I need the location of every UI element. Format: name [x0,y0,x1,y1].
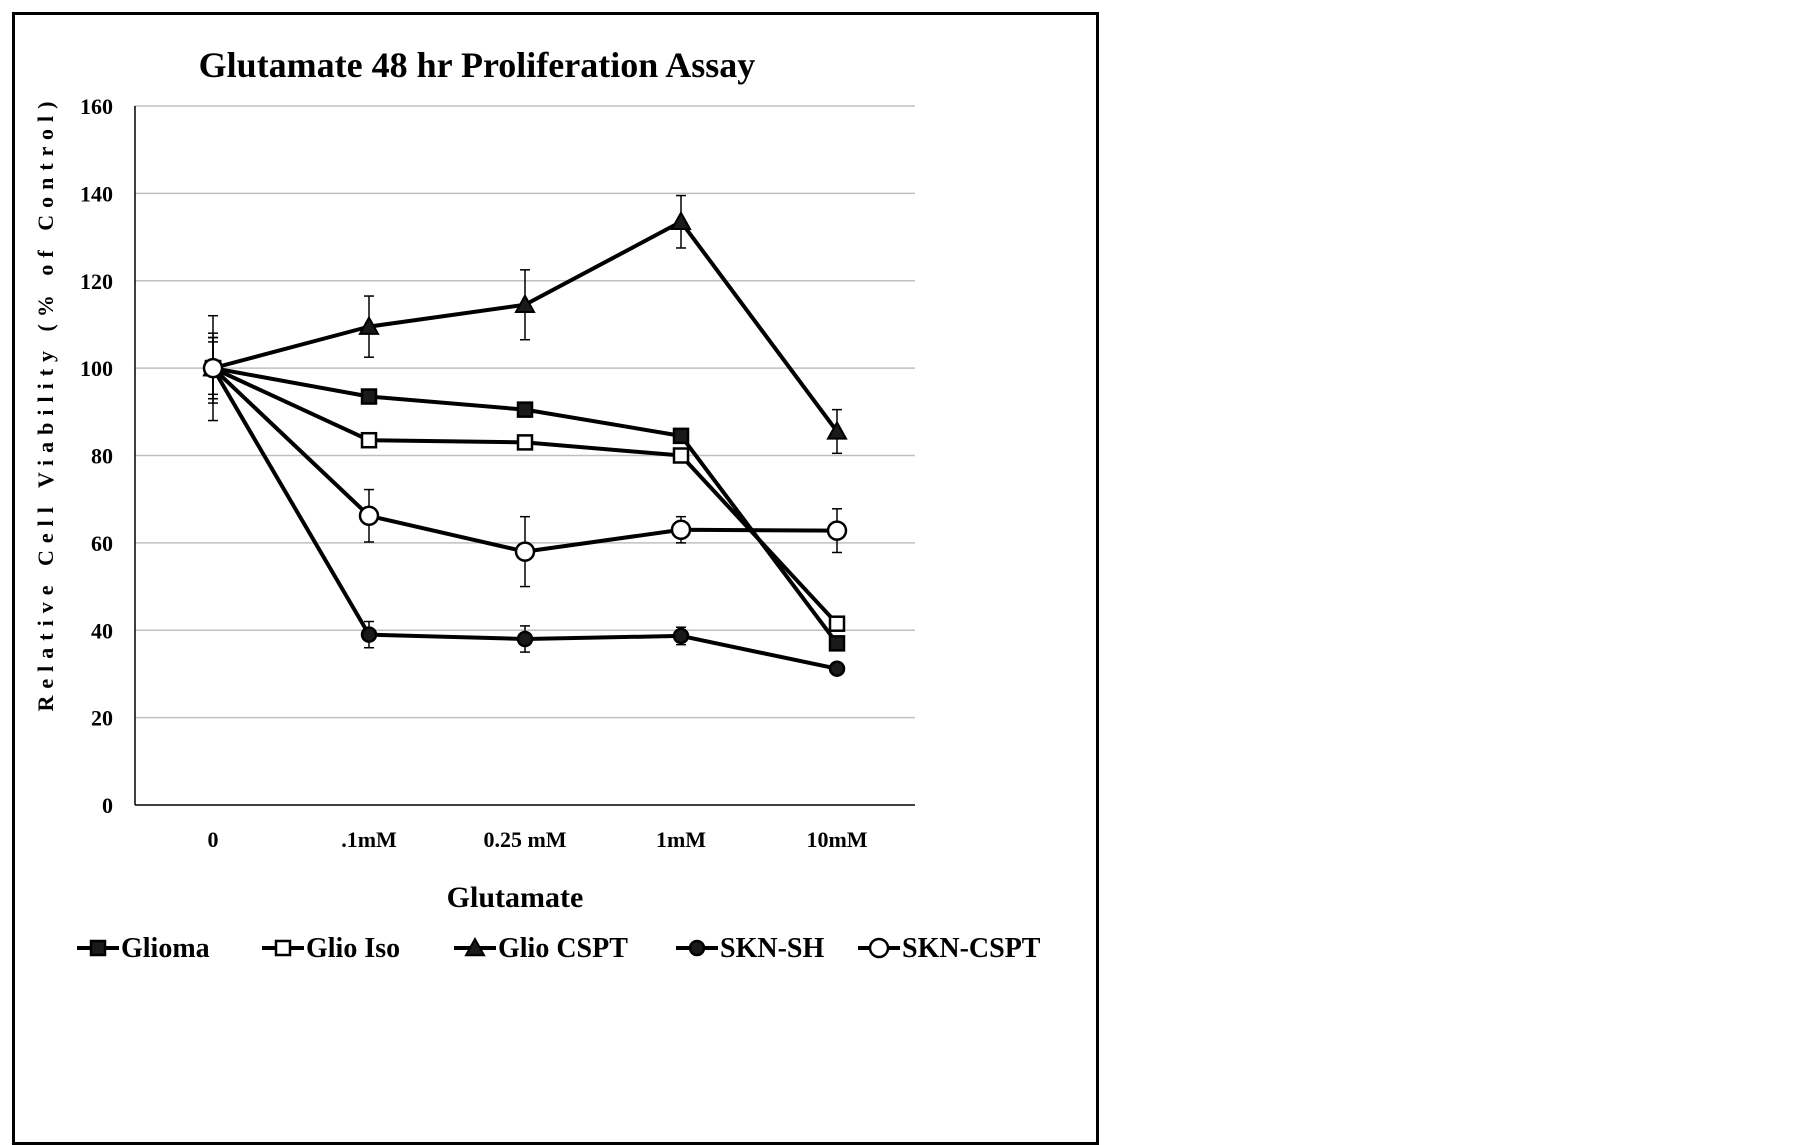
data-point [89,939,107,957]
x-tick-label: 0.25 mM [483,827,566,852]
y-tick-label: 20 [91,706,113,731]
y-tick-label: 60 [91,531,113,556]
x-tick-label: 1mM [656,827,706,852]
data-point [516,434,534,451]
data-point [688,939,706,957]
chart-title: Glutamate 48 hr Proliferation Assay [199,45,756,85]
data-point [360,431,378,449]
y-tick-labels: 0 20 40 60 80 100 120 140 160 [80,94,113,818]
data-point [672,427,690,445]
x-tick-label: 0 [208,827,219,852]
data-point [672,447,690,464]
data-point [670,210,692,230]
data-point [360,626,378,643]
data-point [358,505,380,527]
series-lines [202,194,848,677]
y-tick-label: 40 [91,618,113,643]
chart-frame: Glutamate 48 hr Proliferation Assay 0 20 4… [12,12,1099,1145]
data-point [274,939,292,957]
data-point [826,420,848,440]
data-point [514,541,536,562]
legend-item: SKN-SH [676,933,824,964]
legend-label: Glio Iso [306,933,400,964]
legend-item: Glio Iso [262,933,400,964]
legend-item: SKN-CSPT [858,933,1041,964]
y-tick-label: 140 [80,181,113,206]
data-point [670,519,692,541]
legend-label: SKN-SH [720,933,824,964]
data-point [202,357,224,379]
data-point [828,660,846,677]
y-tick-label: 0 [102,793,113,818]
y-tick-label: 120 [80,269,113,294]
axes [134,106,915,806]
legend-label: SKN-CSPT [902,933,1041,964]
data-point [868,937,890,959]
legend: Glioma Glio Iso Glio CSPT SKN-SH SKN-CSPT [77,933,1041,964]
legend-label: Glio CSPT [498,933,628,964]
chart-svg: Glutamate 48 hr Proliferation Assay 0 20 4… [33,45,1041,964]
y-tick-label: 160 [80,94,113,119]
x-tick-label: 10mM [806,827,867,852]
x-axis-label: Glutamate [447,881,584,914]
series-skn-sh [204,336,846,677]
series-glio-cspt [202,194,848,455]
data-point [514,293,536,313]
y-tick-label: 100 [80,356,113,381]
data-point [828,615,846,632]
legend-label: Glioma [121,933,210,964]
legend-item: Glioma [77,933,210,964]
data-point [358,315,380,335]
x-tick-label: .1mM [341,827,397,852]
data-point [828,635,846,652]
data-point [672,627,690,645]
x-tick-labels: 0 .1mM 0.25 mM 1mM 10mM [208,827,868,852]
data-point [516,630,534,648]
data-point [826,520,848,541]
y-tick-label: 80 [91,444,113,469]
data-point [360,388,378,405]
series-glioma [204,341,846,652]
legend-item: Glio CSPT [454,933,628,964]
series-skn-cspt [202,336,848,588]
y-axis-label: Relative Cell Viability (% of Control) [33,95,58,712]
data-point [516,401,534,418]
data-point [464,936,486,957]
